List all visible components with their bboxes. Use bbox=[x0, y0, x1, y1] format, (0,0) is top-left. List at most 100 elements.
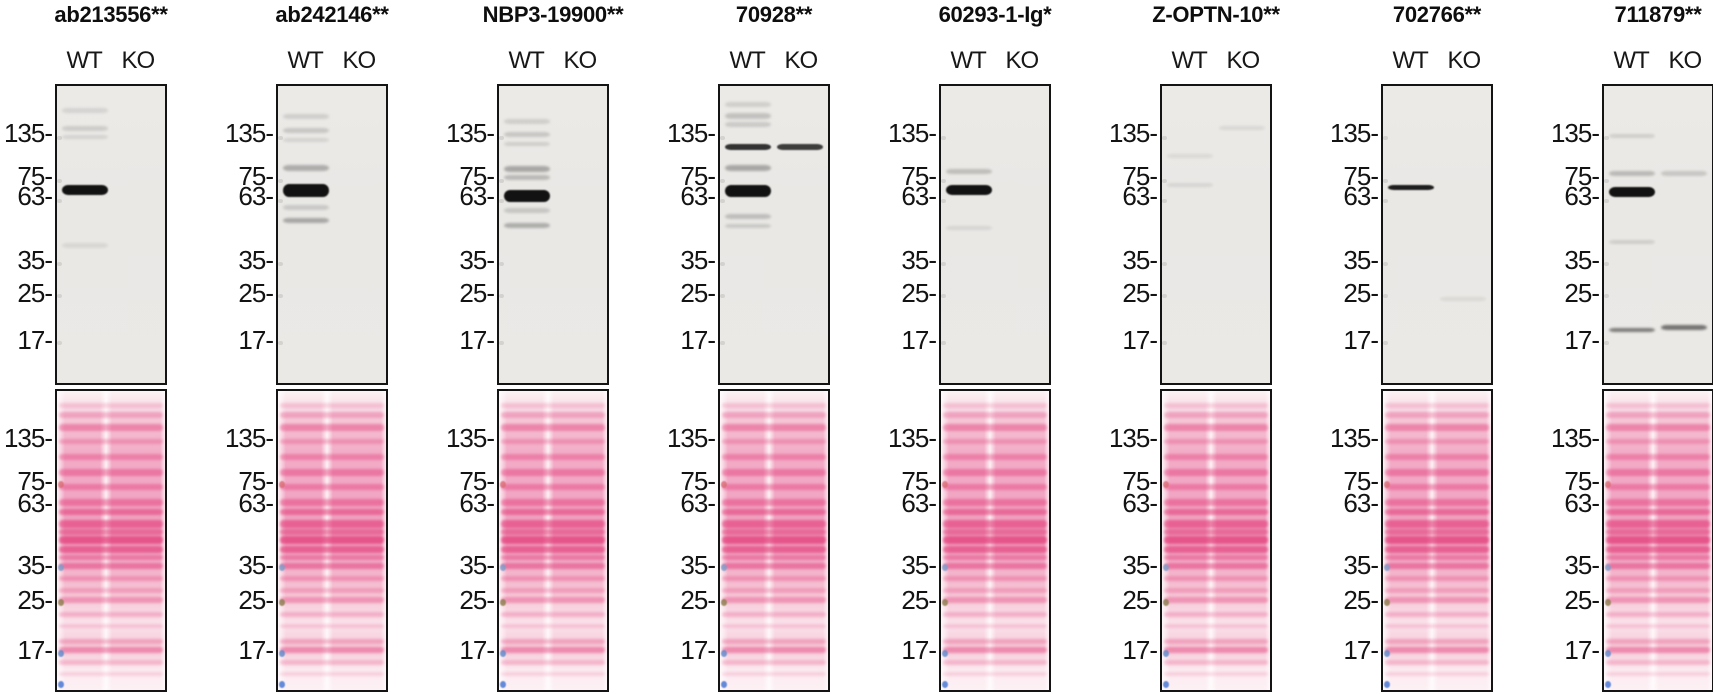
marker-tick bbox=[941, 261, 946, 266]
ponceau-protein-stripe bbox=[59, 423, 163, 431]
lane-label-wt: WT bbox=[1171, 47, 1207, 74]
ponceau-protein-stripe bbox=[1164, 402, 1268, 408]
ladder-dye-dot bbox=[1384, 598, 1390, 606]
mw-marker-label: 75- bbox=[1122, 160, 1158, 191]
ponceau-protein-stripe bbox=[501, 646, 605, 653]
wb-band-wt bbox=[283, 127, 329, 133]
ponceau-protein-stripe bbox=[722, 519, 826, 528]
ponceau-protein-stripe bbox=[943, 624, 1047, 629]
panel-title-wrap: Z-OPTN-10** bbox=[1152, 2, 1280, 28]
ponceau-protein-stripe bbox=[943, 528, 1047, 535]
ponceau-protein-stripe bbox=[1606, 612, 1710, 618]
panel-title: 70928** bbox=[735, 2, 813, 27]
lane-label-wt: WT bbox=[287, 47, 323, 74]
ponceau-protein-stripe bbox=[59, 519, 163, 528]
ponceau-protein-stripe bbox=[1385, 468, 1489, 476]
lane-labels: WT KO bbox=[1602, 47, 1713, 77]
ponceau-protein-stripe bbox=[280, 646, 384, 653]
mw-marker-label: 25- bbox=[1122, 585, 1158, 616]
ponceau-protein-stripe bbox=[1606, 498, 1710, 506]
mw-marker-label: 35- bbox=[1343, 550, 1379, 581]
mw-marker-label: 135- bbox=[1550, 117, 1600, 148]
wb-band-wt bbox=[946, 225, 992, 230]
mw-marker-label: 35- bbox=[238, 244, 274, 275]
panel-title-wrap: 60293-1-Ig* bbox=[939, 2, 1052, 28]
wb-band-ko bbox=[777, 143, 823, 150]
wb-band-wt bbox=[283, 204, 329, 210]
ponceau-protein-stripe bbox=[501, 639, 605, 645]
ponceau-protein-stripe bbox=[943, 660, 1047, 666]
mw-marker-label: 63- bbox=[1343, 487, 1379, 518]
marker-tick bbox=[1604, 178, 1609, 183]
ponceau-protein-stripe bbox=[501, 519, 605, 528]
ponceau-protein-stripe bbox=[59, 646, 163, 653]
lane-label-wt: WT bbox=[729, 47, 765, 74]
mw-marker-label: 35- bbox=[238, 550, 274, 581]
ponceau-protein-stripe bbox=[501, 498, 605, 506]
ponceau-protein-stripe bbox=[1606, 411, 1710, 418]
mw-marker-label: 135- bbox=[3, 117, 53, 148]
mw-marker-label: 17- bbox=[680, 324, 716, 355]
mw-marker-label: 63- bbox=[1564, 487, 1600, 518]
mw-marker-label: 17- bbox=[238, 324, 274, 355]
ladder-dye-dot bbox=[1163, 480, 1169, 488]
wb-blot-box bbox=[1160, 84, 1272, 385]
wb-blot-box bbox=[497, 84, 609, 385]
ponceau-protein-stripe bbox=[722, 576, 826, 582]
ponceau-protein-stripe bbox=[280, 509, 384, 516]
mw-marker-label: 17- bbox=[1122, 635, 1158, 665]
ponceau-protein-stripe bbox=[1606, 597, 1710, 604]
ladder-dye-dot bbox=[279, 681, 285, 689]
blot-panel-2: ab242146** WT KO 135- 135- 75- 75- 63- 63- 35-… bbox=[221, 0, 442, 694]
ponceau-protein-stripe bbox=[501, 509, 605, 516]
ponceau-protein-stripe bbox=[501, 402, 605, 408]
ponceau-protein-stripe bbox=[59, 411, 163, 418]
ponceau-protein-stripe bbox=[1606, 562, 1710, 569]
lane-label-wt: WT bbox=[66, 47, 102, 74]
ponceau-protein-stripe bbox=[280, 612, 384, 618]
ponceau-protein-stripe bbox=[59, 509, 163, 516]
ladder-dye-dot bbox=[58, 598, 64, 606]
panel-title: ab213556** bbox=[54, 2, 168, 27]
ladder-dye-dot bbox=[1163, 598, 1169, 606]
ponceau-protein-stripe bbox=[280, 483, 384, 490]
ponceau-protein-stripe bbox=[59, 612, 163, 618]
mw-marker-label: 25- bbox=[680, 278, 716, 308]
mw-marker-label: 135- bbox=[445, 117, 495, 148]
wb-band-ko bbox=[1219, 126, 1265, 131]
marker-tick bbox=[499, 198, 504, 203]
ladder-dye-dot bbox=[1384, 564, 1390, 572]
ponceau-protein-stripe bbox=[1385, 562, 1489, 569]
marker-tick bbox=[1162, 178, 1167, 183]
ponceau-protein-stripe bbox=[1164, 468, 1268, 476]
panel-title: ab242146** bbox=[275, 2, 389, 27]
blot-panel-3: NBP3-19900** WT KO 135- 135- 75- 75- 63- 63- 3… bbox=[442, 0, 663, 694]
marker-tick bbox=[720, 136, 725, 141]
ponceau-protein-stripe bbox=[722, 468, 826, 476]
wb-band-wt bbox=[725, 185, 771, 198]
ladder-dye-dot bbox=[500, 480, 506, 488]
ponceau-protein-stripe bbox=[722, 498, 826, 506]
mw-marker-label: 75- bbox=[17, 465, 53, 496]
marker-tick bbox=[1383, 136, 1388, 141]
wb-band-wt bbox=[725, 143, 771, 150]
ponceau-protein-stripe bbox=[1606, 555, 1710, 561]
ponceau-protein-stripe bbox=[1606, 483, 1710, 490]
mw-marker-label: 135- bbox=[1329, 422, 1379, 453]
ponceau-protein-stripe bbox=[1606, 672, 1710, 677]
mw-marker-label: 17- bbox=[1343, 324, 1379, 355]
wb-band-wt bbox=[504, 175, 550, 181]
mw-marker-label: 35- bbox=[1564, 550, 1600, 581]
mw-marker-label: 17- bbox=[901, 635, 937, 665]
ponceau-stain-box bbox=[718, 389, 830, 692]
ponceau-protein-stripe bbox=[943, 483, 1047, 490]
wb-band-wt bbox=[1167, 182, 1213, 187]
ponceau-protein-stripe bbox=[1164, 509, 1268, 516]
mw-marker-label: 135- bbox=[666, 117, 716, 148]
ponceau-protein-stripe bbox=[59, 576, 163, 582]
ladder-dye-dot bbox=[721, 480, 727, 488]
ponceau-protein-stripe bbox=[501, 453, 605, 460]
mw-marker-label: 63- bbox=[17, 487, 53, 518]
lane-label-ko: KO bbox=[342, 47, 377, 74]
marker-tick bbox=[57, 294, 62, 299]
